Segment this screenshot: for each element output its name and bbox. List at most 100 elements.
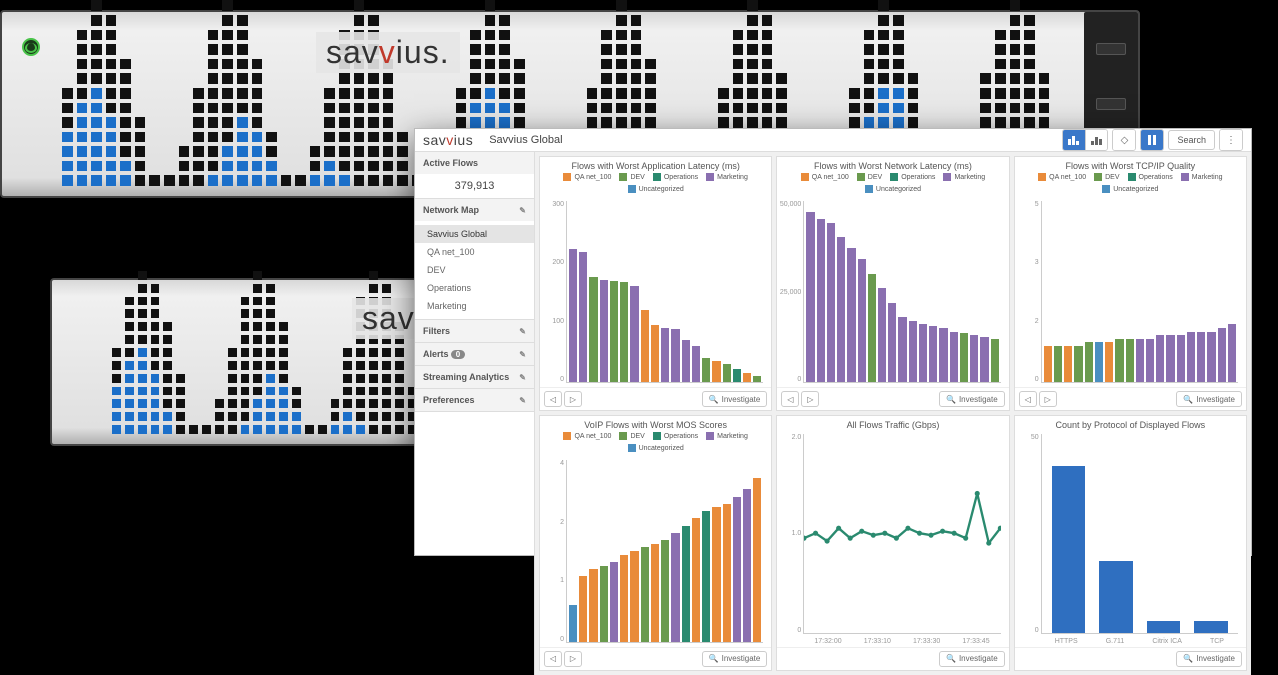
edit-icon: ✎	[519, 373, 526, 382]
search-button[interactable]: Search	[1168, 130, 1215, 150]
sidebar-item-qa-net-100[interactable]: QA net_100	[415, 243, 534, 261]
pause-icon[interactable]	[1141, 130, 1163, 150]
sidebar-item-dev[interactable]: DEV	[415, 261, 534, 279]
edit-icon: ✎	[519, 327, 526, 336]
legend-label: Uncategorized	[1113, 186, 1158, 193]
panel-footer: ◁▷ Investigate	[1015, 387, 1246, 410]
prev-arrow-icon[interactable]: ◁	[781, 391, 799, 407]
legend-swatch	[801, 173, 809, 181]
legend-swatch	[563, 173, 571, 181]
sidebar-header-filters[interactable]: Filters ✎	[415, 320, 534, 342]
view-toggle-group	[1062, 129, 1108, 151]
chart-bar	[569, 249, 577, 382]
legend-label: DEV	[630, 433, 644, 440]
port-icon	[1096, 43, 1126, 55]
chart-bar	[827, 223, 835, 383]
sidebar-header-alerts[interactable]: Alerts 0 ✎	[415, 343, 534, 365]
chart-bar	[991, 339, 999, 383]
chart-bar	[641, 310, 649, 383]
chart-bar	[743, 373, 751, 382]
chart-bar	[1228, 324, 1236, 382]
legend-item: Marketing	[706, 173, 748, 181]
active-flows-value: 379,913	[415, 174, 534, 198]
sidebar-item-savvius-global[interactable]: Savvius Global	[415, 225, 534, 243]
chart-bar	[733, 497, 741, 642]
legend-label: Operations	[901, 174, 935, 181]
panel-title: Flows with Worst TCP/IP Quality	[1015, 157, 1246, 171]
alerts-badge: 0	[451, 350, 465, 359]
bar-chart-icon[interactable]	[1063, 130, 1085, 150]
edit-icon: ✎	[519, 350, 526, 359]
chart-bar	[661, 540, 669, 642]
legend-item: Uncategorized	[865, 185, 921, 193]
y-axis: 500	[1017, 434, 1039, 633]
legend-swatch	[865, 185, 873, 193]
chart-legend: QA net_100DEVOperationsMarketingUncatego…	[1015, 171, 1246, 197]
chart-bar	[692, 346, 700, 382]
more-icon[interactable]: ⋮	[1220, 130, 1242, 150]
legend-item: DEV	[619, 432, 644, 440]
prev-arrow-icon[interactable]: ◁	[1019, 391, 1037, 407]
legend-item: QA net_100	[563, 432, 611, 440]
legend-item: QA net_100	[801, 173, 849, 181]
sidebar-title: Alerts	[423, 349, 449, 359]
toolbar: ◇ Search ⋮	[1062, 129, 1243, 151]
investigate-button[interactable]: Investigate	[939, 651, 1005, 667]
alt-chart-icon[interactable]	[1085, 130, 1107, 150]
chart-bar	[1095, 342, 1103, 382]
legend-swatch	[857, 173, 865, 181]
legend-swatch	[619, 173, 627, 181]
logo-pre: sav	[362, 300, 415, 336]
power-button-icon	[22, 38, 40, 56]
legend-label: DEV	[868, 174, 882, 181]
chart-bar	[723, 364, 731, 382]
prev-arrow-icon[interactable]: ◁	[544, 391, 562, 407]
chart-bar	[671, 329, 679, 382]
legend-swatch	[1038, 173, 1046, 181]
legend-item: Marketing	[1181, 173, 1223, 181]
chart-bar	[868, 274, 876, 383]
legend-label: QA net_100	[574, 174, 611, 181]
legend-swatch	[1128, 173, 1136, 181]
chart-bar	[1115, 339, 1123, 383]
brand-logo: savvius.	[316, 32, 460, 73]
sidebar-header-streaming[interactable]: Streaming Analytics ✎	[415, 366, 534, 388]
sidebar-header-network-map[interactable]: Network Map ✎	[415, 199, 534, 221]
legend-item: Uncategorized	[628, 185, 684, 193]
logo-dot: .	[440, 34, 450, 70]
chart-bar	[1126, 339, 1134, 383]
investigate-button[interactable]: Investigate	[702, 391, 768, 407]
panel-tcp-quality: Flows with Worst TCP/IP QualityQA net_10…	[1014, 156, 1247, 411]
investigate-button[interactable]: Investigate	[702, 651, 768, 667]
next-arrow-icon[interactable]: ▷	[564, 391, 582, 407]
legend-item: DEV	[857, 173, 882, 181]
prev-arrow-icon[interactable]: ◁	[544, 651, 562, 667]
sidebar-header-preferences[interactable]: Preferences ✎	[415, 389, 534, 411]
sidebar-item-operations[interactable]: Operations	[415, 279, 534, 297]
chart-bar	[733, 369, 741, 382]
chart-bar	[1099, 561, 1133, 632]
tag-icon[interactable]: ◇	[1113, 130, 1135, 150]
chart-bar	[919, 324, 927, 382]
next-arrow-icon[interactable]: ▷	[801, 391, 819, 407]
legend-item: Operations	[1128, 173, 1173, 181]
sidebar-title: Filters	[423, 326, 450, 336]
legend-label: Marketing	[954, 174, 985, 181]
chart-bar	[1085, 342, 1093, 382]
sidebar-item-marketing[interactable]: Marketing	[415, 297, 534, 315]
investigate-button[interactable]: Investigate	[1176, 651, 1242, 667]
x-axis: 17:32:0017:33:1017:33:3017:33:45	[777, 638, 1008, 647]
next-arrow-icon[interactable]: ▷	[1039, 391, 1057, 407]
chart-bar	[1194, 621, 1228, 633]
investigate-button[interactable]: Investigate	[1176, 391, 1242, 407]
next-arrow-icon[interactable]: ▷	[564, 651, 582, 667]
chart-bar	[753, 376, 761, 382]
investigate-button[interactable]: Investigate	[939, 391, 1005, 407]
chart-bar	[753, 478, 761, 641]
x-axis: HTTPSG.711Citrix ICATCP	[1015, 638, 1246, 647]
sidebar-header-active-flows[interactable]: Active Flows	[415, 152, 534, 174]
chart-bar	[939, 328, 947, 382]
chart-bar	[960, 333, 968, 382]
legend-item: DEV	[1094, 173, 1119, 181]
page-title: Savvius Global	[489, 134, 562, 146]
